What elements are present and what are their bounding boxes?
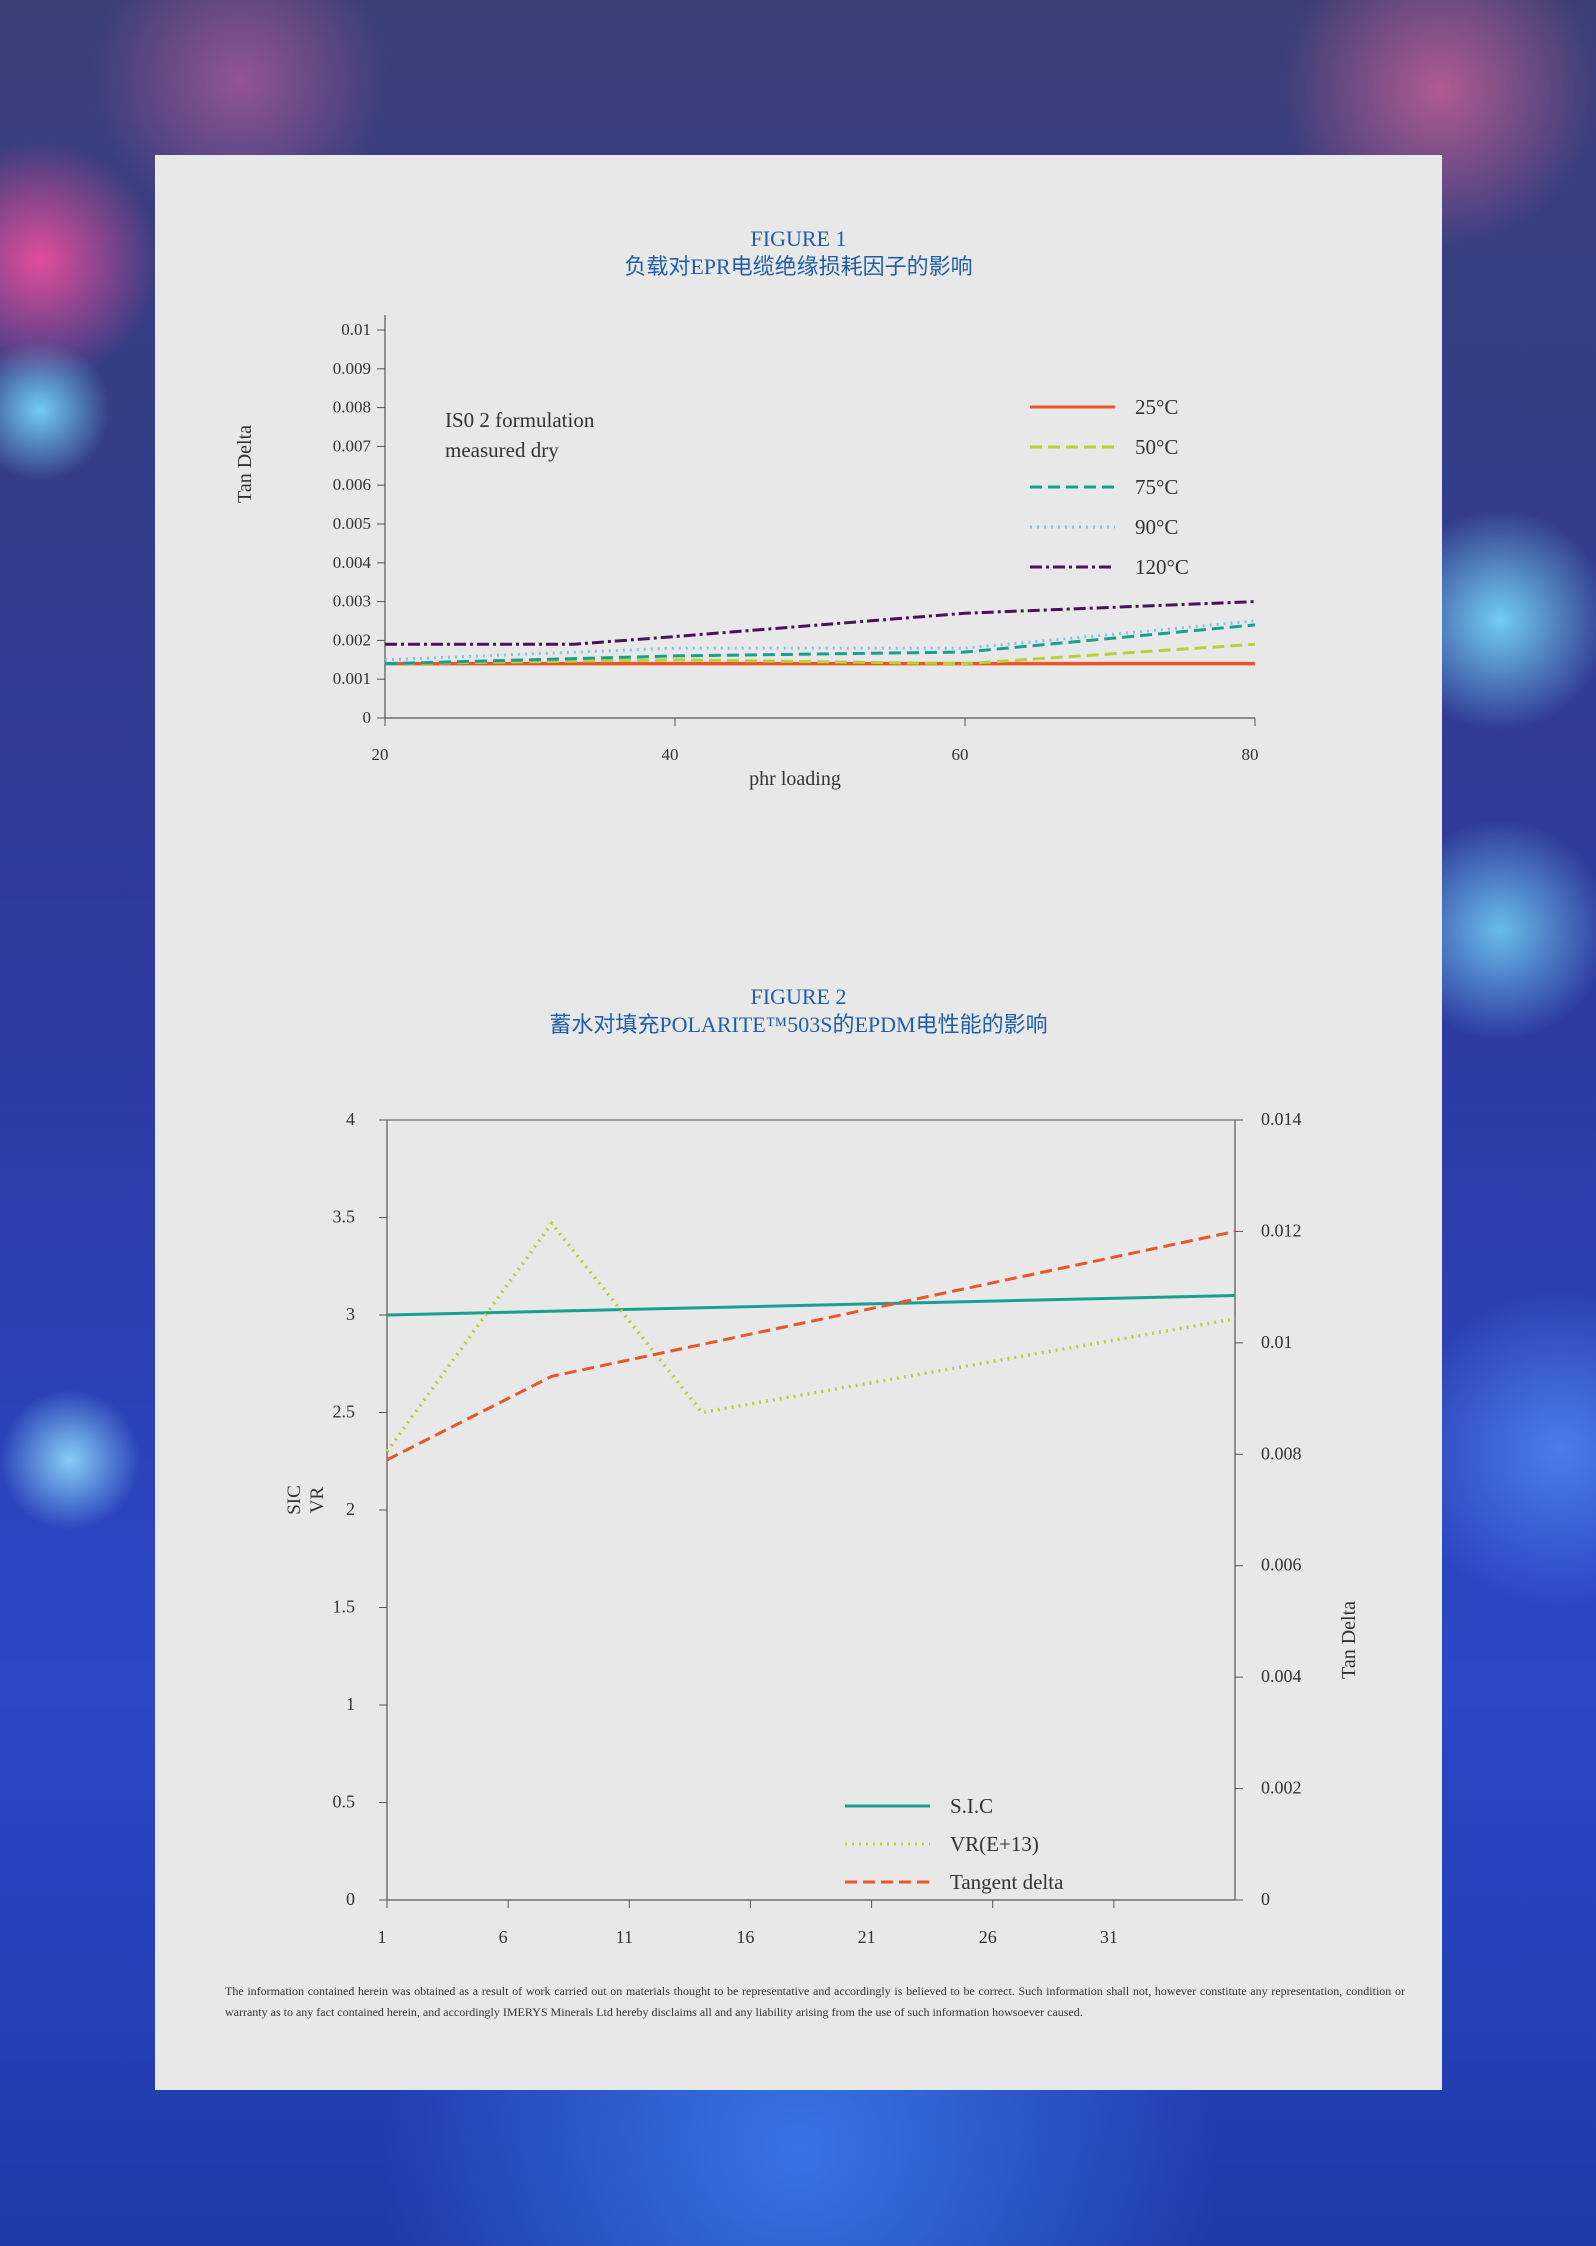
legend-label: S.I.C <box>950 1794 993 1818</box>
legend-label: 50°C <box>1135 435 1178 459</box>
y-left-tick-label: 0.5 <box>333 1792 356 1812</box>
series-line-0 <box>386 1294 1236 1317</box>
y-tick-label: 0.007 <box>333 436 372 455</box>
y-right-tick-label: 0 <box>1261 1889 1270 1909</box>
y-tick-label: 0.01 <box>341 320 371 339</box>
x-tick-label: 21 <box>858 1927 876 1947</box>
y-tick-label: 0.009 <box>333 359 371 378</box>
figure2-subtitle: 蓄水对填充POLARITE™503S的EPDM电性能的影响 <box>549 1012 1048 1037</box>
legend-label: VR(E+13) <box>950 1832 1039 1856</box>
y-right-tick-label: 0.006 <box>1261 1555 1302 1575</box>
y-left-tick-label: 2 <box>346 1499 355 1519</box>
series-line-1 <box>384 642 1256 666</box>
series-line-2 <box>384 623 1256 666</box>
legend-label: 75°C <box>1135 475 1178 499</box>
annotation-line2: measured dry <box>445 438 559 462</box>
legend-label: 25°C <box>1135 395 1178 419</box>
figure1-chart: 0 0.001 0.002 0.003 0.004 0.005 0.006 0.007 0.00… <box>234 315 1259 790</box>
y-left-tick-label: 1 <box>346 1694 355 1714</box>
y-tick-label: 0.002 <box>333 630 371 649</box>
x-tick-label: 20 <box>372 745 389 764</box>
x-tick-label: 40 <box>662 745 679 764</box>
legend-label: 120°C <box>1135 555 1189 579</box>
legend-label: 90°C <box>1135 515 1178 539</box>
x-tick-label: 11 <box>616 1927 633 1947</box>
y-tick-label: 0 <box>363 708 372 727</box>
y-tick-label: 0.008 <box>333 398 371 417</box>
series-line-3 <box>384 619 1256 662</box>
y-left-tick-label: 0 <box>346 1889 355 1909</box>
y-axis-label: Tan Delta <box>234 425 256 503</box>
y-tick-label: 0.006 <box>333 475 371 494</box>
y-right-tick-label: 0.004 <box>1261 1666 1302 1686</box>
y-tick-label: 0.005 <box>333 514 371 533</box>
y-tick-label: 0.001 <box>333 669 371 688</box>
x-tick-label: 31 <box>1100 1927 1118 1947</box>
x-tick-label: 80 <box>1242 745 1259 764</box>
x-tick-label: 60 <box>952 745 969 764</box>
x-tick-label: 1 <box>378 1927 387 1947</box>
figure1-subtitle: 负载对EPR电缆绝缘损耗因子的影响 <box>624 254 973 279</box>
y-right-tick-label: 0.002 <box>1261 1778 1302 1798</box>
y-right-tick-label: 0.008 <box>1261 1443 1302 1463</box>
y-left-axis-label: VR <box>307 1486 328 1513</box>
series-line-2 <box>386 1229 1236 1462</box>
series-line-1 <box>385 1220 1236 1453</box>
figure2-title: FIGURE 2 <box>750 984 847 1009</box>
y-right-axis-label: Tan Delta <box>1338 1601 1360 1679</box>
y-left-tick-label: 1.5 <box>333 1597 356 1617</box>
figure1-title: FIGURE 1 <box>750 226 847 251</box>
y-left-tick-label: 3.5 <box>333 1207 356 1227</box>
y-tick-label: 0.003 <box>333 592 371 611</box>
annotation-line1: IS0 2 formulation <box>445 408 595 432</box>
y-right-tick-label: 0.014 <box>1261 1109 1302 1129</box>
legend-label: Tangent delta <box>950 1870 1064 1894</box>
x-axis-label: phr loading <box>749 768 841 790</box>
document-page: FIGURE 1 负载对EPR电缆绝缘损耗因子的影响 0 0.001 0.002 0.… <box>155 155 1442 2090</box>
y-left-tick-label: 3 <box>346 1304 355 1324</box>
y-left-tick-label: 4 <box>346 1109 355 1129</box>
y-right-tick-label: 0.01 <box>1261 1332 1293 1352</box>
y-tick-label: 0.004 <box>333 553 372 572</box>
y-left-axis-label: SIC <box>284 1485 305 1515</box>
disclaimer-text: The information contained herein was obt… <box>225 1984 1405 2019</box>
y-right-tick-label: 0.012 <box>1261 1220 1302 1240</box>
figure2-chart: 0 0.5 1 1.5 2 2.5 3 3.5 4 0 0.002 0.004 0.006 0.008 0.… <box>284 1109 1360 1947</box>
y-left-tick-label: 2.5 <box>333 1402 356 1422</box>
x-tick-label: 26 <box>979 1927 997 1947</box>
x-tick-label: 16 <box>736 1927 754 1947</box>
x-tick-label: 6 <box>499 1927 508 1947</box>
series-line-4 <box>385 600 1256 646</box>
